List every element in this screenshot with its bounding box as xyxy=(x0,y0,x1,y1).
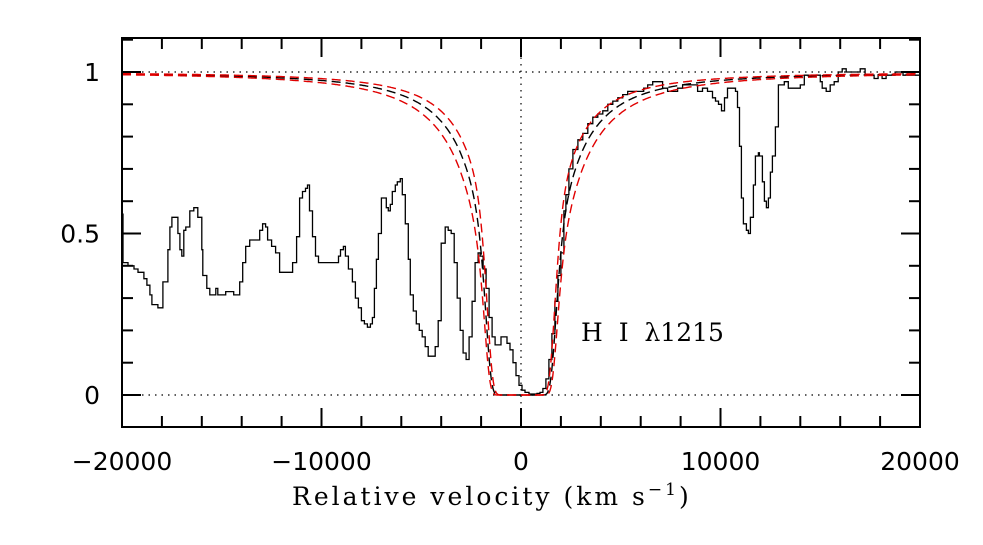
observed-spectrum-line xyxy=(122,68,920,395)
x-axis-title-exponent: −1 xyxy=(648,480,679,500)
x-tick-label: −10000 xyxy=(271,447,371,476)
series-layer xyxy=(121,68,921,396)
x-axis-title-close: ) xyxy=(679,482,692,511)
y-tick-label: 0.5 xyxy=(60,220,100,249)
x-tick-labels: −20000 −10000 0 10000 20000 xyxy=(72,447,960,476)
x-tick-label: 10000 xyxy=(681,447,761,476)
y-tick-labels: 00.51 xyxy=(60,58,100,410)
x-axis-title-main: Relative velocity (km s xyxy=(292,482,648,511)
y-tick-label: 1 xyxy=(84,58,100,87)
x-axis-title: Relative velocity (km s−1) xyxy=(292,480,692,511)
x-tick-label: −20000 xyxy=(72,447,172,476)
plot-frame xyxy=(121,37,921,428)
annotation-line-label: H I λ1215 xyxy=(581,318,724,347)
x-tick-label: 0 xyxy=(513,447,529,476)
model-lower-bound-line xyxy=(122,73,920,396)
reference-lines xyxy=(142,38,920,427)
x-tick-label: 20000 xyxy=(880,447,960,476)
y-tick-label: 0 xyxy=(84,381,100,410)
model-upper-bound-line xyxy=(121,74,921,396)
axis-ticks xyxy=(121,38,921,427)
model-best-fit-line xyxy=(121,73,921,396)
